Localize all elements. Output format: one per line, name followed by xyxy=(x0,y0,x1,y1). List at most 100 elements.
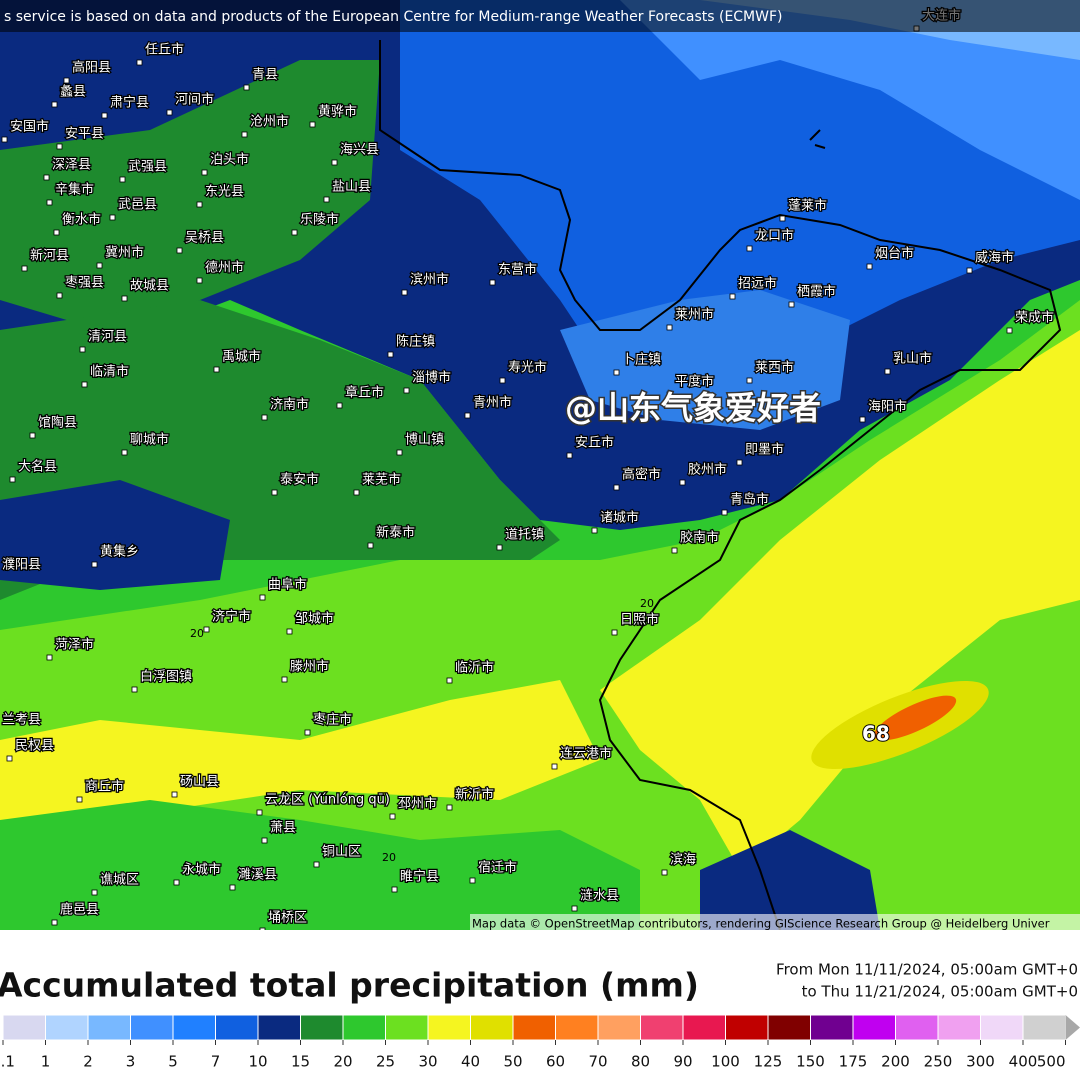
legend-swatch xyxy=(342,1014,386,1041)
place-dot xyxy=(286,628,293,635)
place-label: 海阳市 xyxy=(868,399,907,415)
place-label: 道托镇 xyxy=(505,528,544,543)
legend-tick-label: 30 xyxy=(418,1053,437,1071)
place-label: 云龙区 (Yúnlóng qū) xyxy=(265,793,390,808)
place-label: 濉溪县 xyxy=(238,868,277,883)
place-dot xyxy=(666,391,673,398)
legend-swatch xyxy=(937,1014,981,1041)
place-dot xyxy=(46,199,53,206)
place-label: 荣成市 xyxy=(1015,310,1054,326)
place-label: 谯城区 xyxy=(100,873,139,888)
legend-tick-label: 250 xyxy=(924,1053,953,1071)
place-label: 德州市 xyxy=(205,260,244,276)
legend-tick-label: 200 xyxy=(881,1053,910,1071)
place-label: 蠡县 xyxy=(60,84,86,100)
precip-area xyxy=(0,680,600,830)
place-dot xyxy=(96,262,103,269)
legend-tick-label: 175 xyxy=(839,1053,868,1071)
place-label: 冀州市 xyxy=(105,245,144,261)
place-dot xyxy=(281,676,288,683)
place-label: 蓬莱市 xyxy=(788,198,827,214)
precip-area xyxy=(873,695,957,741)
legend-tick-label: 80 xyxy=(631,1053,650,1071)
place-dot xyxy=(611,629,618,636)
legend-tick-label: 15 xyxy=(291,1053,310,1071)
place-label: 故城县 xyxy=(130,279,169,294)
legend-tick-label: 500 xyxy=(1037,1053,1066,1071)
place-label: 肃宁县 xyxy=(110,95,149,111)
legend-tick-label: 300 xyxy=(966,1053,995,1071)
place-label: 永城市 xyxy=(182,862,221,878)
place-dot xyxy=(196,277,203,284)
place-dot xyxy=(788,301,795,308)
place-dot xyxy=(1,136,8,143)
legend-swatch xyxy=(852,1014,896,1041)
place-label: 禹城市 xyxy=(222,349,261,365)
legend-swatch xyxy=(980,1014,1024,1041)
date-from: From Mon 11/11/2024, 05:00am GMT+0 xyxy=(776,961,1078,979)
place-label: 铜山区 xyxy=(322,845,361,860)
place-dot xyxy=(63,77,70,84)
place-label: 深泽县 xyxy=(52,158,91,173)
place-dot xyxy=(666,324,673,331)
legend-tick-label: 2 xyxy=(83,1053,93,1071)
place-label: 即墨市 xyxy=(745,442,784,458)
header-bar xyxy=(0,0,1080,32)
place-dot xyxy=(884,368,891,375)
place-dot xyxy=(746,245,753,252)
place-label: 陈庄镇 xyxy=(396,334,435,350)
place-label: 龙口市 xyxy=(755,228,794,244)
place-dot xyxy=(779,215,786,222)
place-dot xyxy=(171,791,178,798)
place-dot xyxy=(53,229,60,236)
legend-panel xyxy=(0,930,1080,1080)
contour-label: 20 xyxy=(190,627,204,640)
legend-swatch xyxy=(470,1014,514,1041)
attribution: s service is based on data and products … xyxy=(4,9,783,25)
legend-tick-label: 25 xyxy=(376,1053,395,1071)
place-label: 东营市 xyxy=(498,262,537,278)
place-dot xyxy=(81,381,88,388)
place-dot xyxy=(566,452,573,459)
place-dot xyxy=(79,346,86,353)
place-dot xyxy=(176,247,183,254)
place-label: 乳山市 xyxy=(893,351,932,367)
place-label: 青县 xyxy=(252,68,278,83)
place-label: 烟台市 xyxy=(875,246,914,262)
place-dot xyxy=(29,432,36,439)
place-label: 寿光市 xyxy=(508,360,547,376)
place-dot xyxy=(499,377,506,384)
map-credit: Map data © OpenStreetMap contributors, r… xyxy=(472,917,1050,931)
place-dot xyxy=(76,796,83,803)
place-dot xyxy=(387,351,394,358)
place-dot xyxy=(243,84,250,91)
place-label: 涟水县 xyxy=(580,888,619,904)
place-dot xyxy=(259,594,266,601)
legend-tick-label: 60 xyxy=(546,1053,565,1071)
place-label: 睢宁县 xyxy=(400,869,439,885)
legend-tick-label: 90 xyxy=(673,1053,692,1071)
precip-area xyxy=(560,290,850,430)
place-dot xyxy=(229,884,236,891)
precip-area xyxy=(0,480,230,590)
place-dot xyxy=(389,813,396,820)
place-dot xyxy=(291,229,298,236)
place-label: 安平县 xyxy=(65,127,104,142)
place-label: 诸城市 xyxy=(600,510,639,526)
legend-tick-label: 125 xyxy=(754,1053,783,1071)
place-label: 卜庄镇 xyxy=(622,352,661,368)
place-dot xyxy=(9,476,16,483)
precip-area xyxy=(700,830,880,930)
place-dot xyxy=(241,131,248,138)
place-label: 滨州市 xyxy=(410,272,449,288)
place-label: 埇桥区 xyxy=(268,911,307,926)
place-label: 商丘市 xyxy=(85,779,124,795)
place-label: 青州市 xyxy=(473,395,512,411)
place-dot xyxy=(446,804,453,811)
precip-area xyxy=(620,0,1080,200)
place-label: 乐陵市 xyxy=(300,212,339,228)
place-label: 衡水市 xyxy=(62,212,101,228)
legend-tick-label: 0.1 xyxy=(0,1053,15,1071)
place-label: 高密市 xyxy=(622,467,661,483)
place-dot xyxy=(353,489,360,496)
